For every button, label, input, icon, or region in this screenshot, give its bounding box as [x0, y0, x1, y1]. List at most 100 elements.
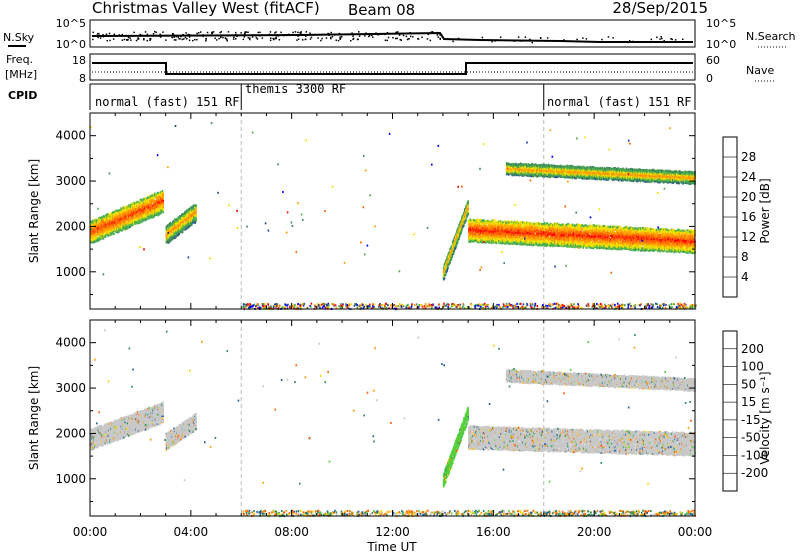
nsky-dot	[339, 33, 341, 35]
nsky-dot	[330, 38, 332, 40]
range-cell	[467, 200, 469, 202]
range-cell	[96, 234, 98, 236]
range-cell	[603, 225, 605, 227]
nsky-dot	[675, 39, 677, 41]
nsky-dot	[202, 34, 204, 36]
nsky-dot	[377, 34, 379, 36]
nsky-dot	[154, 31, 156, 33]
nsky-dot	[222, 37, 224, 39]
nsky-dot	[226, 39, 228, 41]
nsky-dot	[339, 38, 341, 40]
range-cell	[147, 218, 149, 220]
nsky-dot	[297, 35, 299, 37]
range-cell	[582, 228, 584, 230]
nsky-dot	[342, 34, 344, 36]
nsky-dot	[406, 36, 408, 38]
nsky-dot	[248, 37, 250, 39]
range-cell	[162, 190, 164, 192]
freq-tick-bottom: 8	[79, 72, 86, 85]
nsky-dot	[659, 38, 661, 40]
nsky-dot	[657, 41, 659, 43]
range-cell	[105, 235, 107, 237]
range-cell	[494, 219, 496, 221]
nsky-dot	[183, 38, 185, 40]
range-cell	[140, 221, 142, 223]
nsky-dot	[207, 32, 209, 34]
nsky-dot	[403, 35, 405, 37]
nsky-dot	[149, 40, 151, 42]
range-cell	[467, 205, 469, 207]
nsky-dot	[158, 35, 160, 37]
nave-label: Nave	[746, 64, 774, 77]
nsky-dot	[116, 35, 118, 37]
nsky-dot	[196, 33, 198, 35]
range-cell	[473, 219, 475, 221]
nsky-dot	[371, 35, 373, 37]
range-cell	[193, 204, 195, 206]
nsky-dot	[114, 34, 116, 36]
range-cell	[495, 242, 497, 244]
nsky-dot	[214, 38, 216, 40]
nsky-dot	[661, 36, 663, 38]
nsky-dot	[252, 34, 254, 36]
nsky-dot	[249, 38, 251, 40]
range-cell	[529, 232, 531, 234]
nsky-dot	[244, 36, 246, 38]
nsky-dot	[438, 33, 440, 35]
nsky-dot	[547, 37, 549, 39]
nsky-dot	[159, 35, 161, 37]
nsky-dot	[235, 38, 237, 40]
nsky-dot	[233, 38, 235, 40]
nsky-dot	[682, 39, 684, 41]
range-cell	[129, 226, 131, 228]
nsky-dot	[233, 37, 235, 39]
nsky-dot	[167, 35, 169, 37]
nsky-dot	[279, 39, 281, 41]
nsky-panel: N.Sky 10^5 10^0 10^5 10^0 N.Search	[3, 17, 796, 51]
range-cell	[103, 238, 105, 240]
range-cell	[467, 208, 469, 210]
nsky-dot	[321, 38, 323, 40]
nsky-dot	[532, 42, 534, 44]
range-cell	[162, 206, 164, 208]
nsky-dot	[147, 40, 149, 42]
nsky-dot	[178, 36, 180, 38]
range-cell	[178, 233, 180, 235]
range-cell	[162, 193, 164, 195]
nsky-dot	[149, 38, 151, 40]
nsky-dot	[103, 36, 105, 38]
range-cell	[499, 233, 501, 235]
nsky-dot	[339, 36, 341, 38]
cpid-segment-1: normal (fast) 151 RF	[95, 95, 240, 109]
range-cell	[486, 225, 488, 227]
nsky-dot	[359, 35, 361, 37]
nsky-dot	[262, 37, 264, 39]
nsky-dot	[119, 34, 121, 36]
range-cell	[563, 239, 565, 241]
nsky-dot	[494, 40, 496, 42]
range-cell	[124, 228, 126, 230]
nsky-dot	[136, 40, 138, 42]
nsky-dot	[150, 35, 152, 37]
nsky-dot	[162, 31, 164, 33]
nsky-dot	[274, 38, 276, 40]
nsky-dot	[133, 35, 135, 37]
nsky-dot	[137, 38, 139, 40]
nsky-dot	[107, 40, 109, 42]
nsky-dot	[243, 39, 245, 41]
nsky-dot	[518, 36, 520, 38]
nsky-dot	[500, 37, 502, 39]
nsky-dot	[305, 35, 307, 37]
nsky-dot	[159, 34, 161, 36]
nsky-dot	[432, 31, 434, 32]
nsky-dot	[357, 39, 359, 41]
nsky-dot	[439, 38, 441, 40]
nsky-dot	[235, 34, 237, 36]
nsky-dot	[252, 36, 254, 38]
nsky-dot	[298, 38, 300, 40]
nsky-dot	[331, 32, 333, 34]
nsky-dot	[351, 32, 353, 34]
nsky-dot	[601, 39, 603, 41]
nsky-dot	[392, 37, 394, 39]
nsky-dot	[564, 40, 566, 42]
